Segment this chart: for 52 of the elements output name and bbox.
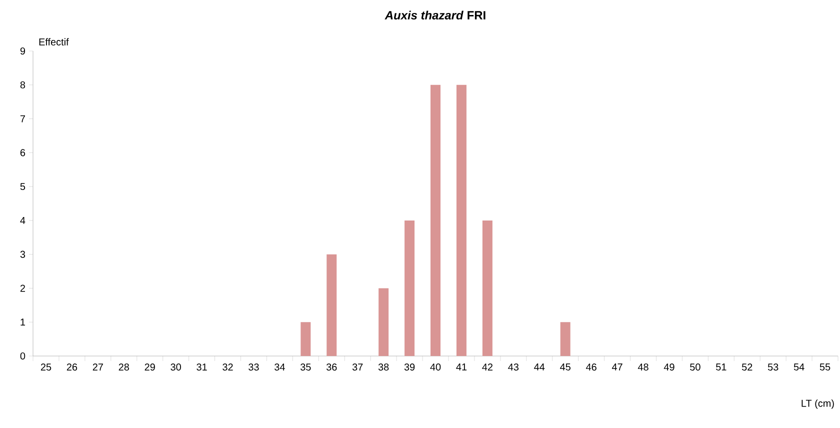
x-tick-label: 37 — [352, 364, 363, 371]
x-tick-label: 38 — [378, 364, 389, 371]
x-tick-label: 50 — [690, 364, 700, 371]
x-tick-label: 30 — [170, 364, 181, 371]
x-tick-label: 48 — [638, 364, 648, 371]
x-tick-label: 26 — [66, 364, 78, 371]
x-tick-label: 32 — [222, 364, 233, 371]
x-tick-label: 28 — [118, 364, 129, 371]
bar — [300, 322, 311, 356]
x-tick-label: 54 — [794, 364, 804, 370]
bar — [378, 288, 389, 356]
x-tick-label: 27 — [92, 364, 103, 370]
x-tick-label: 51 — [716, 364, 726, 370]
x-tick-label: 47 — [612, 364, 622, 370]
x-tick-label: 34 — [274, 364, 285, 371]
x-tick-label: 53 — [768, 364, 778, 371]
y-axis-title: Effectif — [39, 38, 69, 46]
y-tick-label: 4 — [20, 217, 26, 224]
x-tick-label: 36 — [326, 364, 337, 371]
x-tick-label: 31 — [196, 364, 207, 371]
x-tick-label: 49 — [664, 364, 674, 371]
y-tick-label: 6 — [20, 149, 26, 156]
y-tick-label: 1 — [20, 318, 26, 326]
x-tick-label: 35 — [300, 364, 311, 371]
x-tick-label: 44 — [534, 364, 545, 370]
y-tick-label: 7 — [20, 115, 25, 122]
bar — [326, 254, 337, 356]
x-tick-label: 46 — [586, 364, 596, 371]
bar — [404, 220, 415, 356]
y-tick-label: 2 — [20, 284, 25, 292]
bar — [560, 322, 570, 356]
bar — [430, 84, 441, 356]
x-axis-title: LT (cm) — [802, 400, 834, 409]
x-tick-label: 45 — [560, 364, 570, 370]
y-tick-label: 9 — [20, 47, 26, 55]
x-tick-label: 43 — [508, 364, 519, 371]
x-tick-label: 33 — [248, 364, 259, 371]
y-tick-label: 8 — [20, 81, 26, 88]
y-tick-label: 3 — [20, 250, 26, 258]
x-tick-label: 39 — [404, 364, 415, 371]
chart-title: Auxis thazard FRI — [384, 10, 486, 20]
x-tick-label: 42 — [482, 364, 492, 370]
x-tick-label: 29 — [144, 364, 155, 371]
bar — [456, 84, 466, 356]
y-tick-label: 5 — [20, 183, 26, 190]
x-tick-label: 40 — [430, 364, 441, 371]
x-tick-label: 55 — [820, 364, 830, 370]
x-tick-label: 52 — [742, 364, 752, 371]
x-tick-label: 41 — [456, 364, 467, 370]
bar — [482, 220, 492, 356]
y-tick-label: 0 — [20, 352, 26, 360]
x-tick-label: 25 — [40, 364, 52, 371]
